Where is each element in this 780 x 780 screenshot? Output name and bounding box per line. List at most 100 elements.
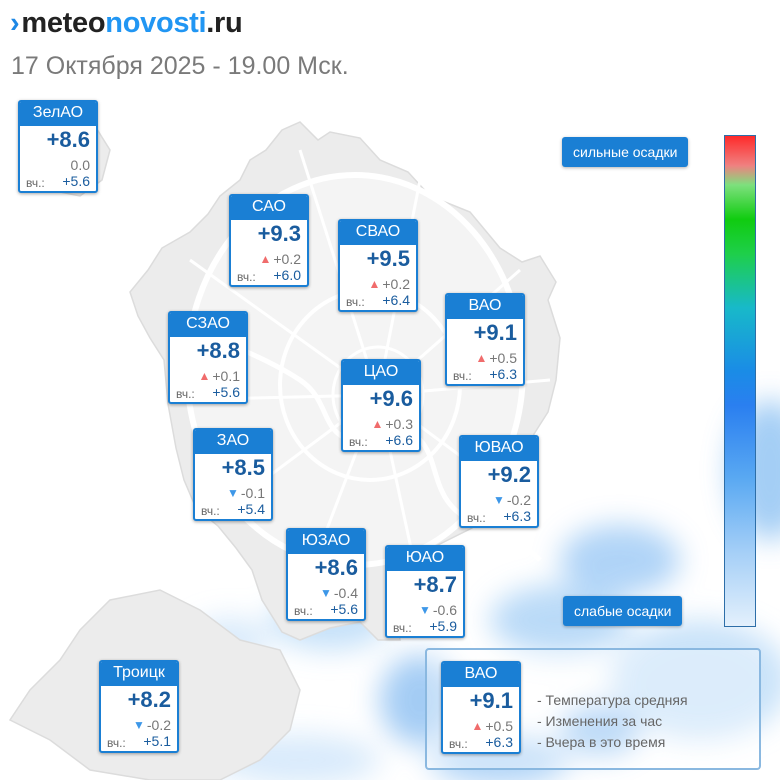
hourly-change: 0.0 [71,157,90,173]
district-card[interactable]: СЗАО +8.8 ▲ +0.1 вч.: +5.6 [168,311,248,404]
temperature-value: +8.7 [413,572,457,597]
yesterday-value: +5.1 [143,733,171,749]
hourly-change: ▲ +0.5 [475,350,517,366]
legend-panel: ВАО +9.1 ▲ +0.5 вч.: +6.3 - Температура … [425,648,761,770]
hourly-change-value: -0.6 [432,602,457,618]
district-card[interactable]: ЮЗАО +8.6 ▼ -0.4 вч.: +5.6 [286,528,366,621]
temperature-value: +8.2 [127,687,171,712]
temperature-value: +8.6 [46,127,90,152]
temperature-value: +9.6 [369,386,413,411]
legend-line-yesterday: - Вчера в это время [537,734,666,750]
district-name: САО [231,196,307,220]
district-card[interactable]: ЦАО +9.6 ▲ +0.3 вч.: +6.6 [341,359,421,452]
district-name: Троицк [101,662,177,686]
hourly-change-value: 0.0 [70,157,90,173]
hourly-change-value: -0.2 [506,492,531,508]
district-card[interactable]: САО +9.3 ▲ +0.2 вч.: +6.0 [229,194,309,287]
yesterday-label: вч.: [294,604,313,618]
temperature-value: +9.1 [473,320,517,345]
temperature-value: +8.8 [196,338,240,363]
yesterday-label: вч.: [346,295,365,309]
hourly-change-value: +0.2 [382,276,410,292]
district-name: ЗАО [195,430,271,454]
hourly-change: ▼ -0.4 [320,585,358,601]
district-card[interactable]: ВАО +9.1 ▲ +0.5 вч.: +6.3 [445,293,525,386]
logo-part-meteo: meteo [21,7,106,39]
hourly-change-value: -0.1 [240,485,265,501]
hourly-change-value: +0.5 [489,350,517,366]
yesterday-value: +6.3 [489,366,517,382]
yesterday-label: вч.: [176,387,195,401]
yesterday-value: +5.9 [429,618,457,634]
temperature-value: +9.3 [257,221,301,246]
district-card[interactable]: СВАО +9.5 ▲ +0.2 вч.: +6.4 [338,219,418,312]
district-card[interactable]: ЗелАО +8.6 0.0 вч.: +5.6 [18,100,98,193]
hourly-change: ▼ -0.1 [227,485,265,501]
temperature-value: +9.5 [366,246,410,271]
district-name: ЮЗАО [288,530,364,554]
legend-descriptions: - Температура средняя - Изменения за час… [537,690,688,753]
district-name: СЗАО [170,313,246,337]
temperature-value: +8.5 [221,455,265,480]
hourly-change-value: +0.1 [212,368,240,384]
district-name: ВАО [447,295,523,319]
hourly-change-value: +0.5 [485,718,513,734]
forecast-datetime: 17 Октября 2025 - 19.00 Мск. [11,52,349,80]
yesterday-value: +5.4 [237,501,265,517]
district-name: ЮАО [387,547,463,571]
yesterday-label: вч.: [26,176,45,190]
triangle-up-icon: ▲ [475,351,488,365]
hourly-change-value: -0.2 [146,717,171,733]
triangle-up-icon: ▲ [259,252,272,266]
district-card[interactable]: ЮАО +8.7 ▼ -0.6 вч.: +5.9 [385,545,465,638]
precip-weak-label: слабые осадки [563,596,683,626]
temperature-value: +8.6 [314,555,358,580]
yesterday-value: +6.6 [385,432,413,448]
district-name: ЮВАО [461,437,537,461]
hourly-change: ▼ -0.2 [493,492,531,508]
hourly-change: ▼ -0.6 [419,602,457,618]
triangle-down-icon: ▼ [226,486,239,500]
temperature-value: +9.1 [469,688,513,713]
logo-part-novosti: novosti [105,7,207,39]
legend-sample-card: ВАО +9.1 ▲ +0.5 вч.: +6.3 [441,661,521,754]
temperature-value: +9.2 [487,462,531,487]
hourly-change: ▼ -0.2 [133,717,171,733]
triangle-down-icon: ▼ [132,718,145,732]
hourly-change: ▲ +0.2 [368,276,410,292]
district-card[interactable]: ЗАО +8.5 ▼ -0.1 вч.: +5.4 [193,428,273,521]
yesterday-label: вч.: [237,270,256,284]
legend-line-hourly-change: - Изменения за час [537,713,663,729]
hourly-change: ▲ +0.5 [471,718,513,734]
triangle-down-icon: ▼ [492,493,505,507]
district-card[interactable]: ЮВАО +9.2 ▼ -0.2 вч.: +6.3 [459,435,539,528]
yesterday-value: +5.6 [62,173,90,189]
yesterday-value: +6.3 [485,734,513,750]
yesterday-label: вч.: [107,736,126,750]
hourly-change: ▲ +0.1 [198,368,240,384]
district-card[interactable]: Троицк +8.2 ▼ -0.2 вч.: +5.1 [99,660,179,753]
yesterday-value: +6.4 [382,292,410,308]
district-name: СВАО [340,221,416,245]
yesterday-label: вч.: [349,435,368,449]
district-name: ЗелАО [20,102,96,126]
district-name: ВАО [443,663,519,687]
triangle-down-icon: ▼ [319,586,332,600]
yesterday-value: +6.0 [273,267,301,283]
triangle-up-icon: ▲ [368,277,381,291]
hourly-change: ▲ +0.3 [371,416,413,432]
yesterday-label: вч.: [201,504,220,518]
yesterday-label: вч.: [453,369,472,383]
legend-line-avg-temp: - Температура средняя [537,692,688,708]
hourly-change-value: +0.2 [273,251,301,267]
hourly-change: ▲ +0.2 [259,251,301,267]
site-logo[interactable]: ›meteonovosti.ru [10,6,243,40]
triangle-up-icon: ▲ [371,417,384,431]
triangle-down-icon: ▼ [418,603,431,617]
yesterday-label: вч.: [449,737,468,751]
yesterday-value: +6.3 [503,508,531,524]
triangle-up-icon: ▲ [471,719,484,733]
yesterday-label: вч.: [467,511,486,525]
hourly-change-value: +0.3 [385,416,413,432]
logo-part-tld: .ru [206,7,243,39]
